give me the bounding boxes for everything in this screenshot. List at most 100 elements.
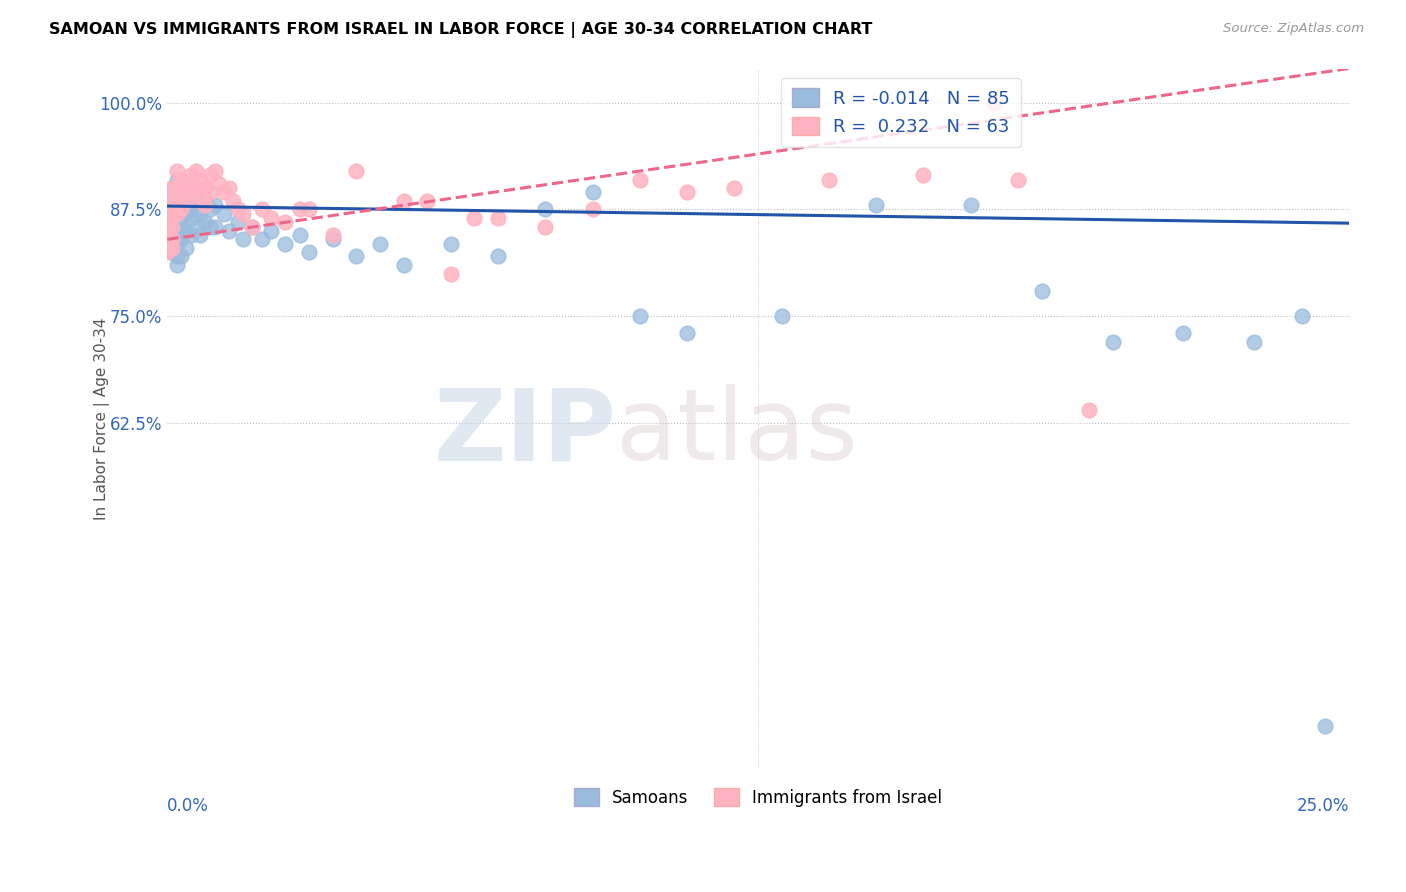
Point bbox=[222, 194, 245, 208]
Point bbox=[180, 194, 202, 208]
Point bbox=[166, 224, 188, 238]
Point bbox=[190, 189, 212, 203]
Point bbox=[156, 198, 179, 212]
Point bbox=[190, 172, 212, 186]
Point bbox=[166, 181, 188, 195]
Point bbox=[166, 215, 188, 229]
Point bbox=[156, 207, 179, 221]
Point bbox=[208, 177, 231, 191]
Text: SAMOAN VS IMMIGRANTS FROM ISRAEL IN LABOR FORCE | AGE 30-34 CORRELATION CHART: SAMOAN VS IMMIGRANTS FROM ISRAEL IN LABO… bbox=[49, 22, 873, 38]
Point bbox=[160, 232, 183, 246]
Point bbox=[1031, 284, 1053, 298]
Point bbox=[240, 219, 263, 234]
Point bbox=[198, 202, 221, 217]
Point bbox=[250, 232, 273, 246]
Point bbox=[1101, 334, 1123, 349]
Point bbox=[160, 207, 183, 221]
Point bbox=[1291, 310, 1313, 324]
Text: 0.0%: 0.0% bbox=[167, 797, 209, 815]
Point bbox=[160, 211, 183, 225]
Point bbox=[184, 202, 207, 217]
Point bbox=[298, 245, 321, 260]
Point bbox=[194, 198, 217, 212]
Point bbox=[298, 202, 321, 217]
Point bbox=[174, 224, 197, 238]
Text: atlas: atlas bbox=[616, 384, 858, 482]
Point bbox=[156, 198, 179, 212]
Point bbox=[170, 172, 193, 186]
Point bbox=[170, 186, 193, 200]
Point bbox=[160, 245, 183, 260]
Point bbox=[190, 189, 212, 203]
Point bbox=[582, 202, 605, 217]
Point bbox=[260, 224, 283, 238]
Point bbox=[156, 207, 179, 221]
Point bbox=[240, 219, 263, 234]
Point bbox=[368, 236, 391, 251]
Point bbox=[160, 232, 183, 246]
Point bbox=[166, 172, 188, 186]
Point bbox=[184, 186, 207, 200]
Point bbox=[392, 194, 415, 208]
Point bbox=[676, 186, 699, 200]
Point bbox=[156, 202, 179, 217]
Point bbox=[274, 236, 297, 251]
Point bbox=[166, 258, 188, 272]
Point bbox=[190, 207, 212, 221]
Point bbox=[865, 198, 887, 212]
Point bbox=[534, 202, 557, 217]
Point bbox=[194, 181, 217, 195]
Point bbox=[170, 232, 193, 246]
Point bbox=[983, 95, 1005, 110]
Point bbox=[212, 207, 235, 221]
Point bbox=[160, 219, 183, 234]
Point bbox=[160, 241, 183, 255]
Legend: Samoans, Immigrants from Israel: Samoans, Immigrants from Israel bbox=[568, 781, 949, 814]
Point bbox=[486, 211, 509, 225]
Point bbox=[288, 228, 311, 243]
Point bbox=[288, 202, 311, 217]
Text: 25.0%: 25.0% bbox=[1296, 797, 1348, 815]
Point bbox=[174, 181, 197, 195]
Point bbox=[322, 228, 344, 243]
Point bbox=[582, 186, 605, 200]
Point bbox=[166, 250, 188, 264]
Point bbox=[628, 310, 651, 324]
Point bbox=[198, 169, 221, 183]
Point bbox=[156, 215, 179, 229]
Point bbox=[156, 198, 179, 212]
Point bbox=[170, 250, 193, 264]
Point bbox=[1007, 172, 1029, 186]
Point bbox=[156, 224, 179, 238]
Point bbox=[204, 164, 226, 178]
Point bbox=[959, 198, 981, 212]
Point bbox=[260, 211, 283, 225]
Point bbox=[166, 189, 188, 203]
Point bbox=[198, 186, 221, 200]
Point bbox=[770, 310, 793, 324]
Point bbox=[344, 250, 367, 264]
Point bbox=[1173, 326, 1195, 341]
Point bbox=[226, 202, 249, 217]
Point bbox=[166, 236, 188, 251]
Point bbox=[160, 181, 183, 195]
Point bbox=[218, 224, 240, 238]
Point bbox=[160, 207, 183, 221]
Point bbox=[170, 198, 193, 212]
Point bbox=[170, 211, 193, 225]
Point bbox=[160, 219, 183, 234]
Point bbox=[818, 172, 841, 186]
Point bbox=[160, 228, 183, 243]
Text: ZIP: ZIP bbox=[433, 384, 616, 482]
Point bbox=[174, 241, 197, 255]
Point bbox=[232, 232, 254, 246]
Point bbox=[166, 207, 188, 221]
Point bbox=[156, 215, 179, 229]
Point bbox=[156, 245, 179, 260]
Point bbox=[156, 228, 179, 243]
Point bbox=[198, 219, 221, 234]
Point bbox=[184, 219, 207, 234]
Point bbox=[212, 186, 235, 200]
Point bbox=[180, 228, 202, 243]
Point bbox=[194, 215, 217, 229]
